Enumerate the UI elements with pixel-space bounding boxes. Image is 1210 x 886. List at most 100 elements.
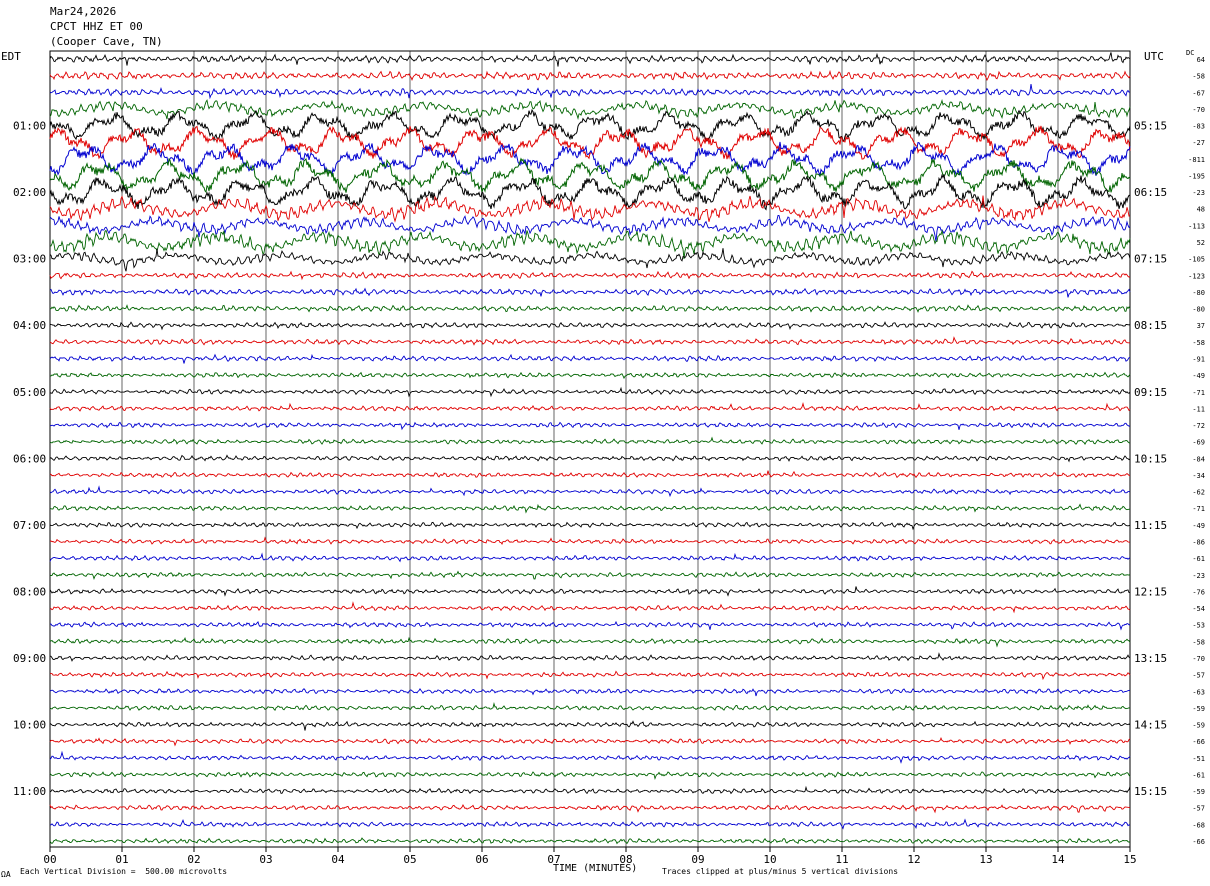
dc-offset-value: -51 xyxy=(1192,755,1205,763)
trace-row-2 xyxy=(49,84,1131,100)
x-tick-label: 03 xyxy=(259,853,272,866)
trace-row-16 xyxy=(49,321,1131,331)
x-tick-label: 07 xyxy=(547,853,560,866)
trace-row-23 xyxy=(49,436,1131,445)
trace-row-7 xyxy=(49,157,1131,193)
trace-row-34 xyxy=(49,620,1131,631)
left-hour-label: 06:00 xyxy=(13,452,46,465)
trace-row-0 xyxy=(49,52,1131,67)
right-hour-label: 13:15 xyxy=(1134,652,1167,665)
station-code: CPCT HHZ ET 00 xyxy=(50,20,143,33)
trace-row-35 xyxy=(49,636,1131,648)
dc-offset-value: -53 xyxy=(1192,622,1205,630)
trace-row-46 xyxy=(49,818,1131,830)
dc-offset-value: -49 xyxy=(1192,522,1205,530)
right-timezone-label: UTC xyxy=(1144,50,1164,63)
x-tick-label: 11 xyxy=(835,853,848,866)
dc-offset-value: -86 xyxy=(1192,539,1205,547)
right-hour-label: 08:15 xyxy=(1134,319,1167,332)
trace-row-44 xyxy=(49,785,1131,795)
trace-row-40 xyxy=(49,720,1131,731)
dc-offset-value: -23 xyxy=(1192,572,1205,580)
trace-row-27 xyxy=(50,503,1131,514)
dc-offset-value: -11 xyxy=(1192,405,1205,413)
clipping-note: Traces clipped at plus/minus 5 vertical … xyxy=(662,867,899,876)
dc-offset-value: -61 xyxy=(1192,771,1205,779)
x-tick-label: 12 xyxy=(907,853,920,866)
trace-row-21 xyxy=(49,401,1131,412)
x-tick-label: 04 xyxy=(331,853,345,866)
right-hour-label: 14:15 xyxy=(1134,719,1167,732)
dc-offset-value: -72 xyxy=(1192,422,1205,430)
left-hour-label: 04:00 xyxy=(13,319,46,332)
trace-row-22 xyxy=(49,421,1131,431)
dc-offset-value: -84 xyxy=(1192,455,1205,463)
dc-offset-value: -58 xyxy=(1192,339,1205,347)
dc-offset-value: -80 xyxy=(1192,289,1205,297)
trace-row-4 xyxy=(49,108,1131,143)
trace-row-29 xyxy=(50,536,1131,545)
dc-offset-value: 37 xyxy=(1197,322,1205,330)
left-hour-label: 09:00 xyxy=(13,652,46,665)
left-hour-label: 05:00 xyxy=(13,386,46,399)
dc-offset-value: -123 xyxy=(1188,272,1205,280)
dc-offset-value: -58 xyxy=(1192,638,1205,646)
left-hour-label: 03:00 xyxy=(13,253,46,266)
trace-row-31 xyxy=(49,570,1131,580)
dc-offset-value: -68 xyxy=(1192,821,1205,829)
dc-offset-value: -83 xyxy=(1192,123,1205,131)
trace-row-10 xyxy=(49,214,1131,243)
trace-row-26 xyxy=(49,485,1131,498)
trace-row-12 xyxy=(49,248,1131,272)
trace-row-6 xyxy=(49,141,1131,177)
dc-offset-value: -113 xyxy=(1188,222,1205,230)
trace-row-24 xyxy=(49,454,1131,463)
trace-row-8 xyxy=(49,173,1131,211)
trace-row-43 xyxy=(49,771,1131,781)
dc-offset-value: -76 xyxy=(1192,588,1205,596)
seismic-traces xyxy=(49,52,1131,845)
x-axis-title: TIME (MINUTES) xyxy=(553,863,638,874)
trace-row-42 xyxy=(49,750,1131,764)
dc-offset-value: -34 xyxy=(1192,472,1205,480)
dc-offset-value: -54 xyxy=(1192,605,1205,613)
left-hour-label: 07:00 xyxy=(13,519,46,532)
trace-row-5 xyxy=(49,125,1131,160)
dc-offset-value: -23 xyxy=(1192,189,1205,197)
dc-offset-value: -71 xyxy=(1192,505,1205,513)
dc-offset-value: -61 xyxy=(1192,555,1205,563)
trace-row-39 xyxy=(49,702,1131,712)
trace-row-41 xyxy=(49,736,1131,747)
plot-frame xyxy=(49,50,1131,848)
right-hour-label: 09:15 xyxy=(1134,386,1167,399)
x-tick-label: 10 xyxy=(763,853,776,866)
trace-row-11 xyxy=(49,229,1131,260)
dc-offset-value: 52 xyxy=(1197,239,1205,247)
dc-offset-value: -57 xyxy=(1192,672,1205,680)
dc-offset-value: -69 xyxy=(1192,439,1205,447)
x-tick-label: 06 xyxy=(475,853,488,866)
dc-offset-value: -105 xyxy=(1188,256,1205,264)
x-tick-label: 09 xyxy=(691,853,704,866)
dc-offset-value: -49 xyxy=(1192,372,1205,380)
dc-offset-value: 48 xyxy=(1197,206,1205,214)
right-hour-label: 15:15 xyxy=(1134,785,1167,798)
dc-offset-value: -58 xyxy=(1192,73,1205,81)
dc-offset-header: DC xyxy=(1186,49,1195,57)
x-tick-label: 15 xyxy=(1123,853,1136,866)
trace-row-13 xyxy=(49,270,1131,281)
x-tick-label: 05 xyxy=(403,853,416,866)
dc-offset-value: -91 xyxy=(1192,355,1205,363)
trace-row-3 xyxy=(49,98,1131,121)
trace-row-18 xyxy=(49,353,1131,364)
dc-offset-value: -66 xyxy=(1192,738,1205,746)
dc-offset-value: -811 xyxy=(1188,156,1205,164)
plot-date: Mar24,2026 xyxy=(50,5,117,18)
right-hour-label: 10:15 xyxy=(1134,452,1167,465)
trace-row-19 xyxy=(49,371,1131,380)
dc-offset-value: -66 xyxy=(1192,838,1205,846)
left-hour-label: 10:00 xyxy=(13,719,46,732)
trace-row-38 xyxy=(49,688,1131,697)
trace-row-32 xyxy=(49,586,1130,597)
